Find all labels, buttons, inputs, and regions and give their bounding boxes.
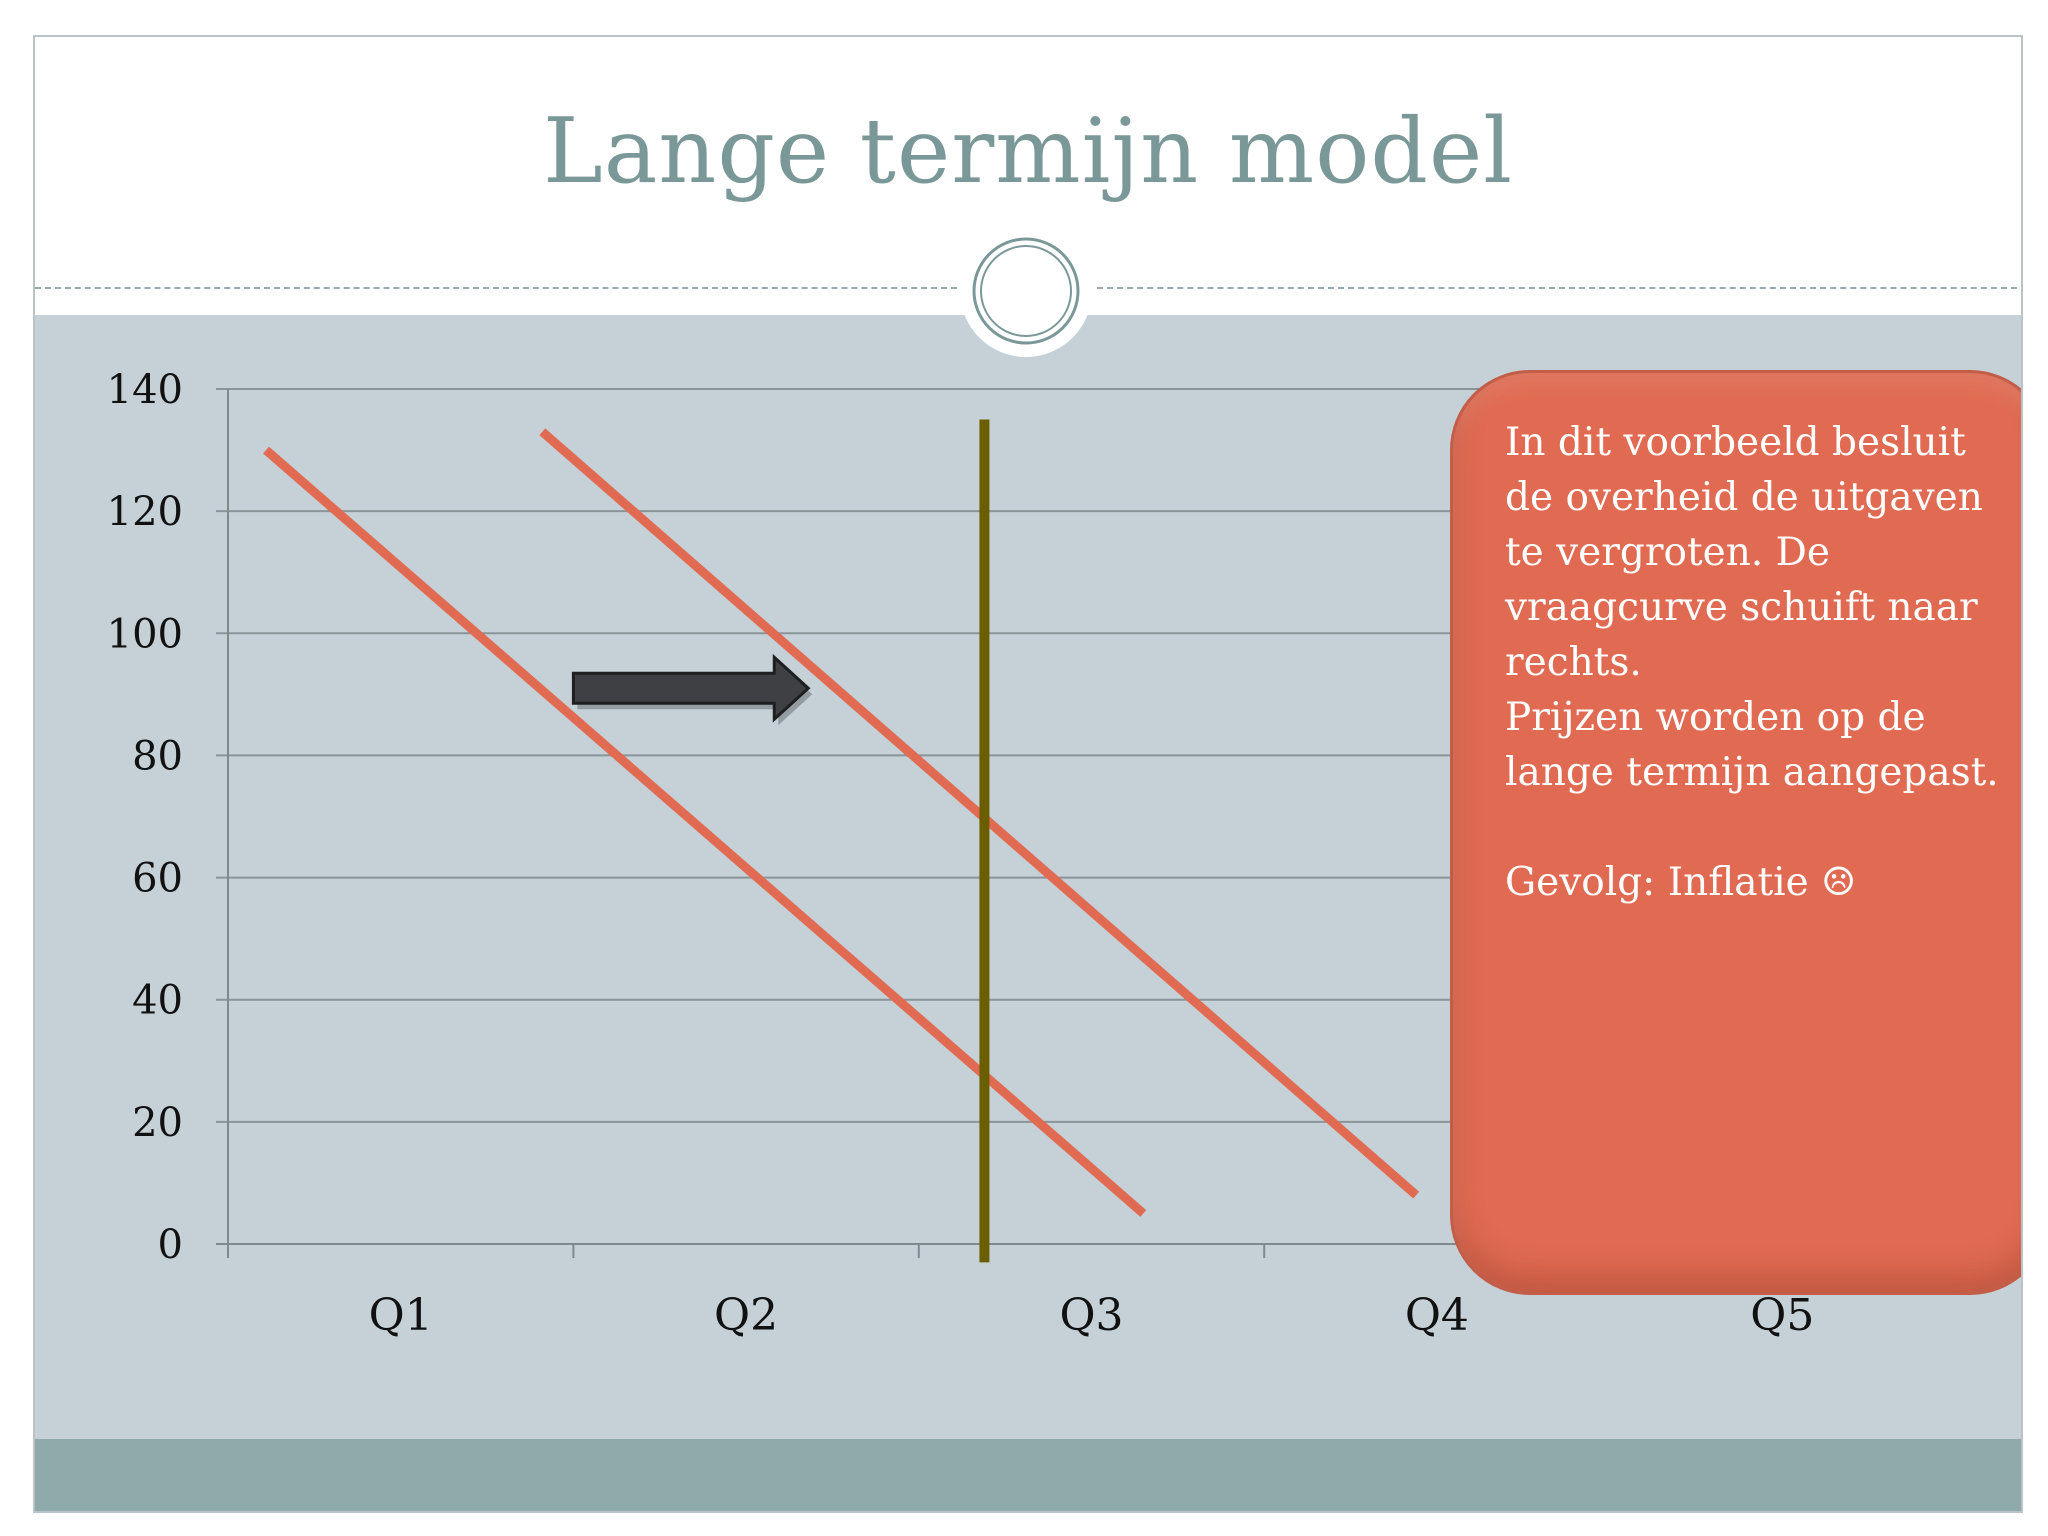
callout-line: vraagcurve schuift naar (1505, 585, 1978, 630)
divider-line-right (1097, 287, 2021, 289)
slide-title: Lange termijn model (542, 99, 1514, 204)
footer-band (35, 1439, 2021, 1511)
shift-arrow-icon (571, 653, 811, 723)
original-demand-line (263, 446, 1147, 1217)
explanation-callout: In dit voorbeeld besluit de overheid de … (1450, 370, 2021, 1295)
y-tick-label: 120 (107, 489, 183, 535)
y-tick-label: 20 (132, 1100, 183, 1146)
callout-line: In dit voorbeeld besluit (1505, 420, 1966, 465)
x-category-label: Q5 (1750, 1290, 1814, 1341)
x-category-label: Q1 (369, 1290, 433, 1341)
y-tick-label: 60 (132, 856, 183, 902)
x-category-label: Q4 (1405, 1290, 1469, 1341)
callout-line: rechts. (1505, 640, 1642, 685)
slide-frame: Lange termijn model 0 20 40 60 80 100 120 140 Q1… (33, 35, 2023, 1513)
callout-line: Prijzen worden op de (1505, 695, 1926, 740)
callout-line: de overheid de uitgaven (1505, 475, 1983, 520)
y-tick-label: 100 (107, 611, 183, 657)
circle-ornament-icon (960, 225, 1092, 357)
y-tick-label: 40 (132, 978, 183, 1024)
x-category-label: Q3 (1059, 1290, 1123, 1341)
callout-result: Gevolg: Inflatie ☹ (1505, 860, 1857, 905)
y-tick-label: 140 (107, 367, 183, 413)
y-tick-label: 0 (158, 1222, 183, 1268)
x-category-label: Q2 (714, 1290, 778, 1341)
divider-line-left (35, 287, 957, 289)
callout-line: te vergroten. De (1505, 530, 1831, 575)
callout-text: In dit voorbeeld besluit de overheid de … (1505, 415, 2021, 910)
callout-line: lange termijn aangepast. (1505, 750, 1999, 795)
y-tick-label: 80 (132, 733, 183, 779)
shifted-demand-line (539, 428, 1420, 1199)
